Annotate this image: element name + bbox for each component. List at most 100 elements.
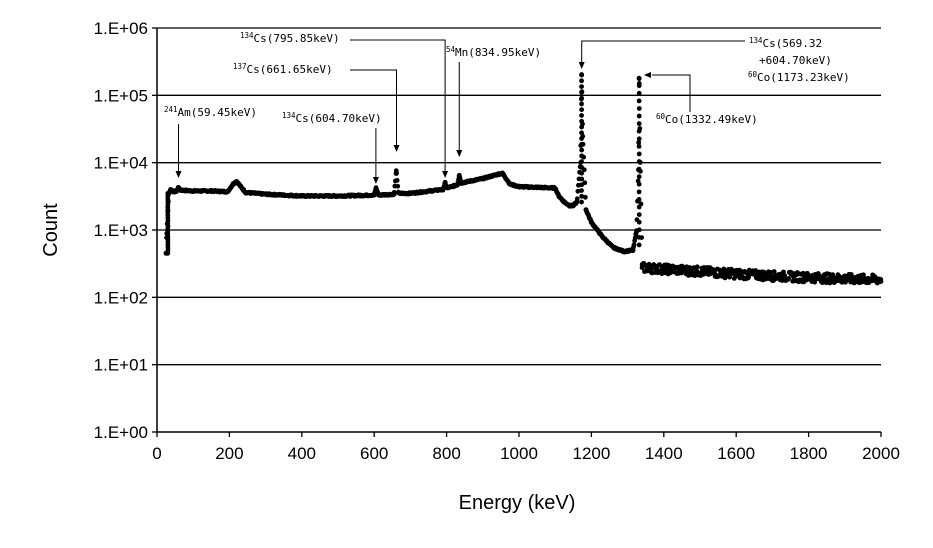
- x-tick-label: 800: [432, 444, 460, 463]
- data-point: [579, 170, 585, 176]
- annotation-text: Cs(661.65keV): [247, 63, 333, 76]
- annotation-text: +604.70keV): [759, 54, 832, 67]
- data-point: [579, 72, 584, 78]
- annotation-label: 60Co(1332.49keV): [656, 112, 758, 126]
- data-point: [579, 95, 585, 101]
- data-point: [579, 84, 584, 90]
- data-point: [582, 194, 588, 200]
- data-point: [636, 140, 642, 145]
- annotation-isotope-mass: 60: [656, 112, 666, 121]
- data-point: [636, 75, 642, 81]
- data-point: [579, 136, 584, 141]
- data-point: [631, 242, 637, 248]
- annotation-label: 60Co(1173.23keV): [748, 70, 850, 84]
- y-tick-label: 1.E+05: [94, 86, 148, 105]
- y-axis-title: Count: [40, 203, 62, 257]
- data-point: [579, 193, 585, 199]
- annotation-isotope-mass: 134: [240, 31, 254, 40]
- data-point: [579, 199, 584, 205]
- x-tick-label: 1200: [572, 444, 610, 463]
- data-point: [636, 227, 642, 233]
- annotation-label: 54Mn(834.95keV): [446, 45, 541, 59]
- data-point: [636, 159, 642, 164]
- annotation-leader: [581, 40, 745, 67]
- data-point: [579, 101, 584, 107]
- annotation-text: Co(1173.23keV): [757, 71, 850, 84]
- data-point: [636, 143, 642, 149]
- annotation-leader: [350, 39, 446, 176]
- data-point: [636, 83, 642, 89]
- y-tick-label: 1.E+03: [94, 221, 148, 240]
- annotation-label: 137Cs(661.65keV): [233, 62, 333, 76]
- annotation-text: Cs(604.70keV): [296, 112, 382, 125]
- data-point: [391, 189, 397, 195]
- x-tick-label: 1600: [717, 444, 755, 463]
- data-point: [636, 106, 642, 111]
- data-point: [727, 274, 733, 280]
- annotation-label: 134Cs(569.32: [749, 36, 822, 50]
- data-point: [636, 90, 642, 96]
- data-point: [636, 234, 642, 240]
- annotation-isotope-mass: 137: [233, 62, 247, 71]
- data-point: [636, 128, 642, 134]
- annotation-label: 134Cs(795.85keV): [240, 31, 340, 45]
- data-point: [646, 261, 652, 267]
- annotation-isotope-mass: 54: [446, 45, 456, 54]
- x-tick-label: 2000: [862, 444, 900, 463]
- annotation-isotope-mass: 134: [749, 36, 763, 45]
- x-tick-label: 200: [215, 444, 243, 463]
- data-point: [786, 276, 792, 281]
- data-point: [579, 89, 584, 95]
- data-point: [830, 272, 836, 278]
- data-point: [636, 121, 642, 127]
- data-point: [636, 98, 642, 104]
- x-tick-label: 400: [288, 444, 316, 463]
- data-point: [579, 130, 584, 136]
- data-point: [694, 264, 700, 270]
- data-point: [579, 124, 585, 130]
- data-point: [575, 188, 581, 194]
- data-point: [165, 190, 171, 196]
- x-tick-label: 600: [360, 444, 388, 463]
- annotation-arrowhead: [372, 177, 379, 184]
- data-point: [636, 166, 642, 172]
- y-tick-label: 1.E+00: [94, 423, 148, 442]
- data-point: [636, 204, 642, 210]
- annotation-arrowhead: [393, 145, 400, 152]
- data-point: [812, 279, 818, 285]
- data-point: [878, 279, 884, 284]
- data-point: [636, 136, 642, 142]
- annotation-text: Mn(834.95keV): [455, 46, 541, 59]
- x-axis-title: Energy (keV): [459, 492, 576, 514]
- data-point: [636, 113, 642, 119]
- data-point: [701, 271, 706, 277]
- data-point: [579, 188, 584, 193]
- data-point: [636, 189, 642, 195]
- annotation-arrowhead: [644, 72, 651, 78]
- data-point: [579, 107, 585, 113]
- x-tick-label: 1800: [790, 444, 828, 463]
- annotation-isotope-mass: 60: [748, 70, 758, 79]
- data-point: [636, 181, 642, 187]
- data-point: [579, 159, 584, 165]
- data-point: [636, 242, 642, 248]
- data-point: [782, 273, 788, 278]
- annotation-text: Co(1332.49keV): [665, 113, 758, 126]
- annotation-isotope-mass: 134: [282, 111, 296, 120]
- annotation-text: Cs(569.32: [763, 37, 823, 50]
- data-point: [636, 212, 642, 218]
- x-tick-label: 0: [152, 444, 161, 463]
- data-point: [579, 113, 584, 118]
- annotation-isotope-mass: 241: [164, 105, 178, 114]
- annotation-arrowhead: [578, 62, 585, 69]
- data-point: [579, 78, 584, 84]
- data-point: [394, 177, 400, 183]
- data-point: [579, 176, 585, 182]
- data-point: [636, 174, 642, 180]
- data-point: [636, 219, 642, 225]
- annotation-text: Am(59.45keV): [178, 106, 257, 119]
- data-point: [771, 269, 777, 274]
- annotation-arrowhead: [442, 171, 449, 178]
- annotation-arrowhead: [175, 171, 182, 178]
